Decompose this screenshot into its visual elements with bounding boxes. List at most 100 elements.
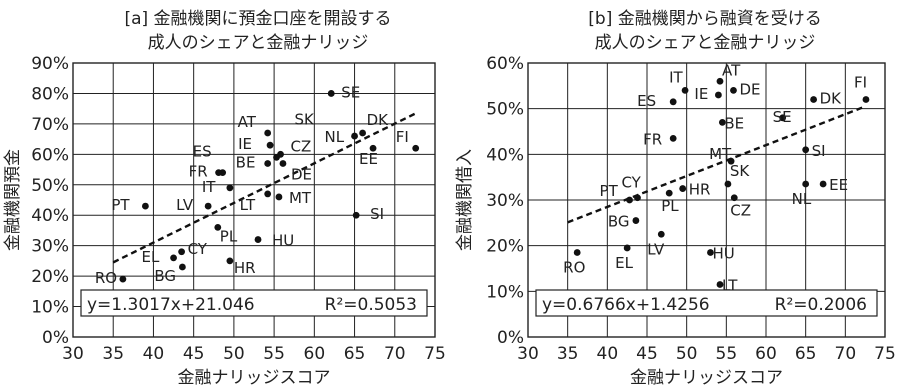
point-label-el: EL: [615, 254, 633, 272]
data-point-sk: [724, 180, 732, 188]
data-point-ee: [819, 180, 827, 188]
point-label-se: SE: [341, 83, 360, 101]
x-tick-label: 55: [716, 344, 738, 364]
point-label-at: AT: [238, 113, 257, 131]
data-point-it: [226, 184, 234, 192]
point-label-hr: HR: [689, 181, 711, 199]
data-point-de: [730, 87, 737, 94]
y-tick-label: 40%: [31, 206, 69, 226]
data-point-mt: [275, 193, 283, 201]
data-point-se: [779, 114, 787, 122]
equation-box: [535, 289, 878, 317]
x-tick-label: 30: [62, 344, 84, 364]
y-tick-label: 80%: [31, 84, 69, 104]
data-point-cz: [273, 153, 280, 161]
y-tick-label: 20%: [486, 237, 524, 257]
point-label-cy: CY: [188, 240, 208, 258]
point-label-hu: HU: [712, 245, 734, 263]
y-axis-label: 金融機関預金: [3, 149, 23, 251]
x-tick-label: 75: [874, 344, 896, 364]
x-tick-label: 60: [755, 344, 777, 364]
point-label-it: IT: [202, 178, 216, 196]
point-label-dk: DK: [367, 111, 390, 129]
x-tick-label: 70: [384, 344, 406, 364]
chart-title: [b] 金融機関から融資を受ける: [588, 9, 821, 29]
point-label-cz: CZ: [730, 202, 751, 220]
point-label-de: DE: [291, 165, 312, 183]
point-label-at: AT: [722, 61, 741, 79]
point-label-mt: MT: [289, 189, 312, 207]
data-point-fr: [669, 134, 677, 142]
point-label-ee: EE: [359, 150, 378, 168]
point-label-si: SI: [812, 142, 826, 160]
data-point-se: [327, 90, 335, 97]
equation-box: [80, 289, 428, 317]
point-label-sk: SK: [295, 110, 316, 128]
point-label-el: EL: [142, 248, 160, 266]
data-point-es: [215, 169, 223, 177]
x-tick-label: 65: [344, 344, 366, 364]
point-label-bg: BG: [608, 213, 630, 231]
x-tick-label: 40: [597, 344, 619, 364]
x-tick-label: 50: [223, 344, 245, 364]
data-point-dk: [359, 129, 366, 137]
data-point-lt: [264, 190, 272, 198]
point-label-be: BE: [236, 153, 256, 171]
data-point-ee: [369, 144, 377, 152]
y-tick-label: 30%: [31, 237, 69, 257]
data-point-pt: [626, 196, 633, 204]
data-point-si: [352, 211, 360, 219]
data-point-es: [669, 98, 677, 106]
data-point-de: [279, 160, 287, 167]
point-label-hr: HR: [234, 259, 256, 277]
data-point-at: [716, 77, 724, 85]
point-label-ee: EE: [829, 176, 848, 194]
point-label-ro: RO: [95, 269, 117, 287]
point-label-pt: PT: [600, 182, 619, 200]
data-point-pt: [142, 202, 149, 210]
point-label-cy: CY: [621, 174, 641, 192]
plot-frame: [527, 62, 886, 338]
x-tick-label: 60: [304, 344, 326, 364]
x-axis-label: 金融ナリッジスコア: [178, 368, 331, 388]
point-label-pl: PL: [661, 197, 679, 215]
point-label-fr: FR: [189, 163, 208, 181]
data-point-si: [802, 146, 810, 154]
point-label-fi: FI: [854, 74, 867, 92]
data-point-it: [681, 87, 689, 94]
r-squared: R²=0.2006: [775, 295, 867, 315]
point-label-sk: SK: [730, 162, 751, 180]
y-tick-label: 10%: [486, 282, 524, 302]
data-point-el: [623, 244, 631, 252]
data-point-dk: [810, 96, 817, 103]
y-tick-label: 0%: [42, 328, 69, 348]
r-squared: R²=0.5053: [325, 295, 417, 315]
data-point-nl: [351, 132, 358, 140]
chart-title: 成人のシェアと金融ナリッジ: [595, 33, 816, 53]
point-label-de: DE: [739, 80, 760, 98]
y-axis-label: 金融機関借入: [455, 149, 475, 251]
point-label-ie: IE: [238, 135, 252, 153]
data-point-nl: [802, 180, 810, 188]
point-label-lv: LV: [647, 240, 665, 258]
y-tick-label: 30%: [486, 191, 524, 211]
point-label-ro: RO: [563, 259, 585, 277]
trendline: [112, 112, 416, 264]
data-point-el: [170, 254, 177, 262]
data-point-fi: [862, 96, 870, 103]
data-point-be: [718, 118, 726, 126]
point-label-fi: FI: [396, 128, 409, 146]
point-label-ie: IE: [694, 85, 708, 103]
point-label-be: BE: [724, 114, 744, 132]
point-label-mt: MT: [709, 145, 732, 163]
x-tick-label: 50: [676, 344, 698, 364]
data-point-ro: [119, 275, 127, 283]
point-label-lt: LT: [240, 196, 256, 214]
y-tick-label: 0%: [497, 328, 524, 348]
x-tick-label: 40: [143, 344, 165, 364]
x-tick-label: 35: [102, 344, 124, 364]
x-tick-label: 30: [517, 344, 539, 364]
data-point-cz: [730, 194, 738, 202]
data-point-fi: [412, 144, 420, 152]
